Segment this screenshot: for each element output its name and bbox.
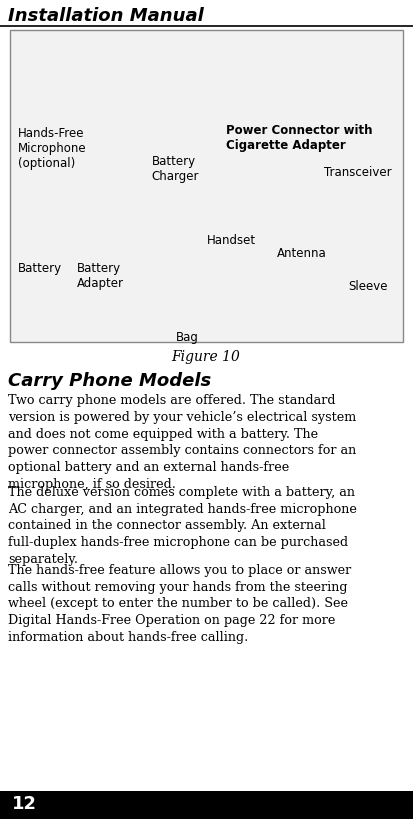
Bar [0, 791, 413, 819]
Text: Figure 10: Figure 10 [171, 350, 240, 364]
Text: Battery
Charger: Battery Charger [152, 155, 199, 183]
Text: Bag: Bag [176, 331, 198, 344]
Text: The deluxe version comes complete with a battery, an
AC charger, and an integrat: The deluxe version comes complete with a… [8, 486, 357, 566]
Text: Hands-Free
Microphone
(optional): Hands-Free Microphone (optional) [18, 127, 86, 170]
Text: Power Connector with
Cigarette Adapter: Power Connector with Cigarette Adapter [226, 124, 373, 152]
Text: Handset: Handset [206, 234, 256, 247]
Text: Transceiver: Transceiver [323, 165, 391, 179]
Text: Two carry phone models are offered. The standard
version is powered by your vehi: Two carry phone models are offered. The … [8, 394, 356, 491]
Text: Battery: Battery [18, 262, 62, 275]
Text: The hands-free feature allows you to place or answer
calls without removing your: The hands-free feature allows you to pla… [8, 563, 351, 644]
Bar [10, 30, 403, 342]
Text: 12: 12 [12, 795, 36, 813]
Text: Battery
Adapter: Battery Adapter [77, 262, 124, 291]
Text: Sleeve: Sleeve [348, 279, 387, 292]
Text: Antenna: Antenna [277, 247, 327, 260]
Text: Installation Manual: Installation Manual [8, 7, 204, 25]
Text: Carry Phone Models: Carry Phone Models [8, 372, 211, 390]
